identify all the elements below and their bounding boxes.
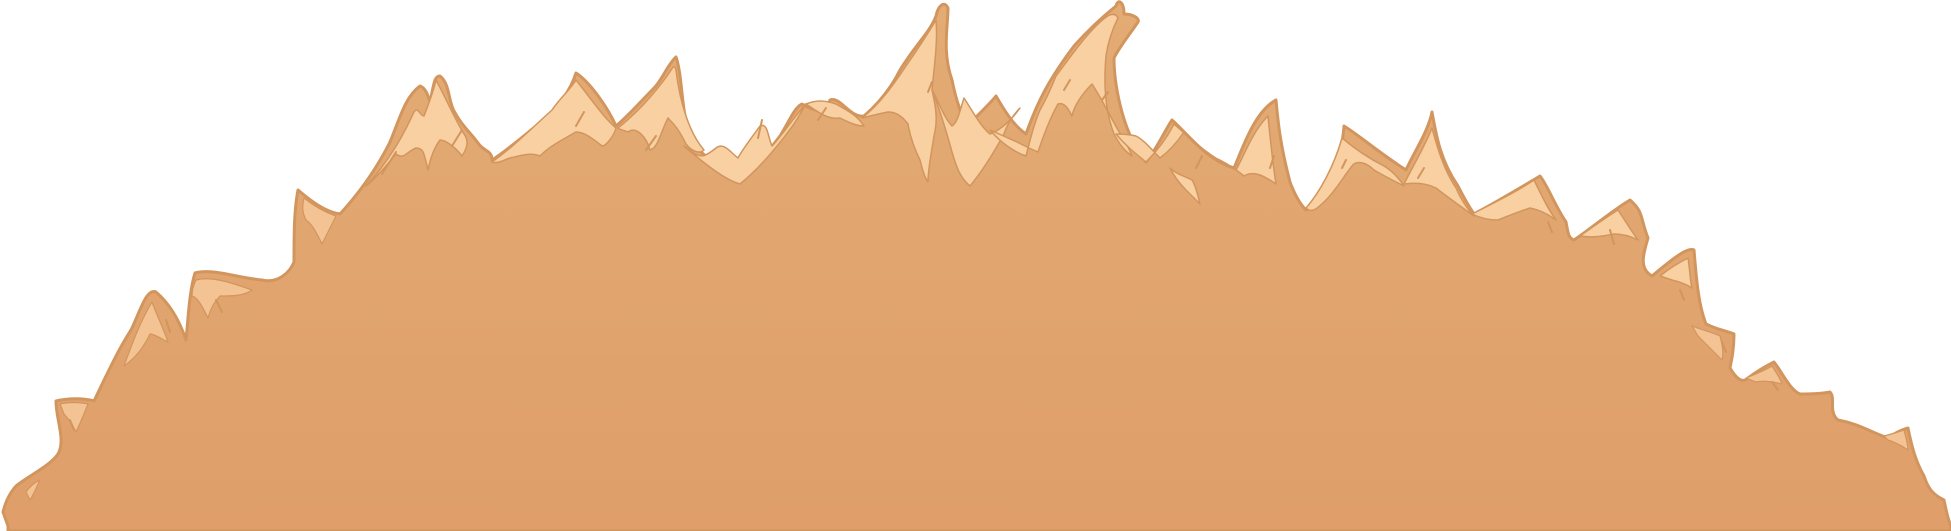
- hay-tuft-highlight: [1305, 137, 1405, 212]
- straw-line: [215, 299, 223, 313]
- hay-tuft-highlight: [931, 89, 1021, 187]
- hay-tuft-highlight: [191, 278, 253, 319]
- straw-line: [1609, 229, 1615, 245]
- straw-line: [1547, 221, 1553, 233]
- hay-tuft-highlight: [1115, 115, 1277, 185]
- hay-straw-lines: [69, 79, 1779, 431]
- straw-line: [1771, 381, 1779, 391]
- hay-tuft-highlight: [1471, 179, 1557, 221]
- hay-tuft-highlight: [989, 13, 1133, 157]
- hay-tuft-highlight: [861, 19, 938, 183]
- hay-tuft-highlight: [1403, 127, 1475, 217]
- hay-tuft-highlight: [25, 479, 41, 501]
- hay-tuft-highlight: [805, 100, 865, 127]
- straw-line: [1721, 341, 1727, 353]
- hay-tuft-highlight: [1883, 429, 1909, 451]
- straw-line: [381, 151, 397, 175]
- straw-line: [69, 419, 75, 431]
- straw-line: [757, 119, 763, 139]
- straw-line: [645, 135, 657, 151]
- straw-line: [1101, 91, 1109, 101]
- hay-highlights: [25, 13, 1909, 501]
- hay-tuft-highlight: [683, 103, 807, 185]
- straw-line: [1679, 289, 1685, 301]
- hay-tuft-highlight: [617, 66, 705, 153]
- hay-tuft-highlight: [1691, 325, 1724, 361]
- straw-line: [1195, 155, 1203, 169]
- hay-tuft-highlight: [1659, 257, 1693, 289]
- straw-line: [1417, 167, 1425, 179]
- hay-tuft-highlight: [123, 301, 169, 367]
- straw-line: [165, 319, 171, 333]
- straw-line: [927, 81, 933, 93]
- hay-tuft-highlight: [1745, 365, 1783, 385]
- straw-line: [817, 107, 827, 121]
- hay-tuft-highlight: [59, 401, 89, 433]
- hay-tuft-highlight: [1579, 209, 1639, 241]
- hay-tuft-highlight: [491, 79, 617, 164]
- hay-tuft-highlight: [1169, 167, 1201, 205]
- straw-line: [1063, 79, 1071, 91]
- hay-tuft-highlight: [302, 197, 337, 245]
- straw-line: [575, 111, 585, 127]
- straw-line: [1341, 159, 1347, 169]
- straw-line: [451, 129, 463, 147]
- straw-line: [1269, 155, 1275, 169]
